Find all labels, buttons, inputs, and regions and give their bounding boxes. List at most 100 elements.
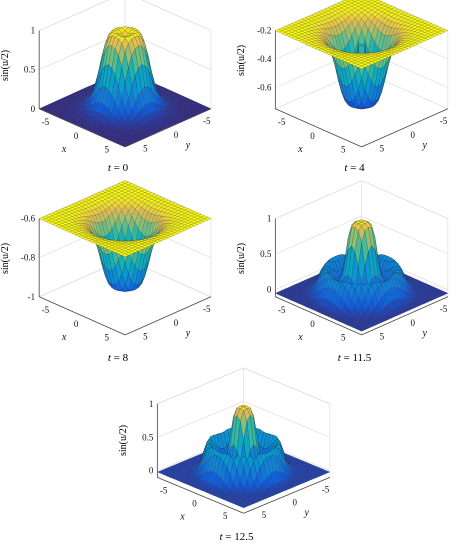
x-tick-label: 0 (74, 319, 79, 329)
z-tick-label: 1 (149, 399, 154, 409)
x-tick-label: 0 (310, 319, 315, 329)
y-tick-label: 0 (174, 130, 179, 140)
caption-eq: = (222, 531, 235, 543)
x-tick-label: 5 (341, 332, 346, 342)
x-tick-label: -5 (42, 305, 50, 315)
panel-t4: -5 0 5 -5 0 5 -0.2 -0.4 -0.6 x y sin(u/2) t = 4 (236, 0, 473, 185)
surface-mesh (38, 180, 212, 292)
y-tick-label: 0 (410, 130, 415, 140)
z-axis-label: sin(u/2) (0, 49, 12, 82)
z-axis-label: sin(u/2) (0, 242, 12, 275)
y-tick-label: 5 (380, 331, 385, 341)
surface-patch (239, 504, 248, 509)
y-axis-label: y (422, 328, 428, 339)
caption-var: t (344, 162, 348, 174)
x-axis-label: x (61, 144, 67, 155)
caption-var: t (219, 531, 223, 543)
x-tick-label: -5 (42, 117, 50, 127)
surface-plot-t12-5: -5 0 5 -5 0 5 0 0.5 1 x y (142, 367, 331, 522)
caption-value: 12.5 (234, 531, 254, 543)
caption-value: 11.5 (352, 352, 372, 364)
caption-value: 8 (122, 352, 129, 364)
surface-mesh (274, 219, 449, 332)
z-axis-label: sin(u/2) (236, 242, 248, 275)
y-tick-label: 5 (380, 143, 385, 153)
z-axis-label: sin(u/2) (236, 44, 248, 77)
y-axis-label: y (422, 140, 428, 151)
z-tick-label: 1 (267, 214, 272, 224)
panel-caption: t = 11.5 (236, 352, 473, 364)
y-tick-label: -5 (440, 304, 448, 314)
y-tick-label: 0 (410, 318, 415, 328)
x-axis-label: x (61, 332, 67, 343)
panel-t0: -5 0 5 -5 0 5 0 0.5 1 x y sin(u/2) t = 0 (0, 0, 236, 185)
axes (274, 30, 449, 148)
z-tick-label: -0.6 (21, 214, 36, 224)
caption-value: 4 (359, 162, 365, 174)
z-tick-label: -0.2 (257, 26, 271, 36)
axes (274, 218, 449, 336)
z-tick-label: 0 (267, 285, 272, 295)
caption-var: t (107, 162, 111, 174)
panel-caption: t = 12.5 (118, 531, 355, 543)
surface-plot-t8: -5 0 5 -5 0 5 -0.6 -0.8 -1 x y (21, 180, 212, 343)
y-axis-label: y (185, 140, 191, 151)
z-tick-label: 0.5 (260, 249, 272, 259)
z-axis-label: sin(u/2) (118, 424, 130, 457)
x-tick-label: -5 (278, 117, 286, 127)
x-tick-label: 5 (105, 144, 110, 154)
panel-caption: t = 8 (0, 352, 236, 364)
y-tick-label: 5 (143, 143, 148, 153)
z-tick-label: 0 (149, 466, 154, 476)
surface-mesh (274, 0, 449, 110)
x-tick-label: 5 (223, 511, 228, 521)
surface-patch (121, 253, 129, 257)
y-tick-label: 5 (262, 510, 267, 520)
y-axis-label: y (304, 507, 310, 518)
y-tick-label: 5 (143, 331, 148, 341)
x-tick-label: 0 (192, 498, 197, 508)
z-tick-label: -0.4 (257, 54, 272, 64)
y-tick-label: 0 (174, 318, 179, 328)
panel-t11-5: -5 0 5 -5 0 5 0 0.5 1 x y sin(u/2) t = 11.5 (236, 180, 473, 373)
caption-value: 0 (122, 162, 129, 174)
x-tick-label: -5 (278, 305, 286, 315)
z-tick-label: 1 (31, 26, 36, 36)
surface-mesh (38, 26, 212, 147)
surface-plot-t0: -5 0 5 -5 0 5 0 0.5 1 x y (24, 0, 212, 155)
caption-eq: = (340, 352, 353, 364)
x-axis-label: x (297, 332, 303, 343)
surface-mesh (156, 404, 331, 509)
y-tick-label: -5 (440, 116, 448, 126)
panel-t8: -5 0 5 -5 0 5 -0.6 -0.8 -1 x y sin(u/2) t = 8 (0, 180, 236, 373)
caption-var: t (107, 352, 111, 364)
z-tick-label: -1 (28, 292, 36, 302)
surface-plot-t11-5: -5 0 5 -5 0 5 0 0.5 1 x y (260, 180, 449, 343)
x-tick-label: 5 (341, 144, 346, 154)
axes (156, 403, 331, 514)
z-tick-label: 0.5 (142, 432, 154, 442)
caption-eq: = (347, 162, 360, 174)
caption-eq: = (110, 162, 123, 174)
x-tick-label: 0 (74, 131, 79, 141)
axes (38, 218, 212, 336)
y-axis-label: y (185, 328, 191, 339)
y-tick-label: -5 (203, 116, 211, 126)
x-tick-label: 5 (105, 332, 110, 342)
panel-caption: t = 0 (0, 162, 236, 174)
caption-eq: = (110, 352, 123, 364)
y-tick-label: -5 (203, 304, 211, 314)
x-tick-label: 0 (310, 131, 315, 141)
z-tick-label: 0 (31, 104, 36, 114)
surface-patch (357, 65, 366, 69)
y-tick-label: 0 (292, 497, 297, 507)
y-tick-label: -5 (322, 485, 330, 495)
surface-plot-t4: -5 0 5 -5 0 5 -0.2 -0.4 -0.6 x y (257, 0, 449, 155)
x-axis-label: x (179, 511, 185, 522)
caption-var: t (337, 352, 341, 364)
z-tick-label: -0.6 (257, 82, 272, 92)
x-axis-label: x (297, 144, 303, 155)
panel-t12-5: -5 0 5 -5 0 5 0 0.5 1 x y sin(u/2) t = 12.5 (118, 367, 355, 550)
axes (38, 30, 212, 148)
panel-caption: t = 4 (236, 162, 473, 174)
